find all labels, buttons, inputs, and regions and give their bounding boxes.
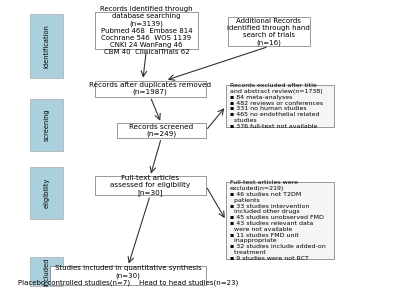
FancyBboxPatch shape	[228, 17, 310, 46]
FancyBboxPatch shape	[30, 167, 63, 219]
Text: Full-text articles were
excluded(n=219)
▪ 46 studies not T2DM
  patients
▪ 33 st: Full-text articles were excluded(n=219) …	[230, 181, 326, 261]
FancyBboxPatch shape	[226, 85, 334, 127]
Text: Records screened
(n=249): Records screened (n=249)	[129, 124, 194, 137]
Text: Full-text articles
assessed for eligibility
[n=30]: Full-text articles assessed for eligibil…	[110, 176, 190, 196]
FancyBboxPatch shape	[94, 80, 206, 97]
Text: identification: identification	[43, 25, 49, 68]
FancyBboxPatch shape	[226, 182, 334, 259]
Text: eligibility: eligibility	[43, 178, 49, 208]
FancyBboxPatch shape	[30, 257, 63, 286]
FancyBboxPatch shape	[117, 123, 206, 138]
Text: screening: screening	[43, 109, 49, 141]
Text: Additional Records
identified through hand
search of trials
(n=16): Additional Records identified through ha…	[228, 18, 310, 46]
FancyBboxPatch shape	[94, 12, 198, 49]
FancyBboxPatch shape	[94, 176, 206, 195]
FancyBboxPatch shape	[30, 14, 63, 78]
FancyBboxPatch shape	[30, 99, 63, 151]
Text: included: included	[43, 257, 49, 286]
Text: Records after duplicates removed
(n=1987): Records after duplicates removed (n=1987…	[89, 82, 211, 95]
FancyBboxPatch shape	[50, 266, 206, 285]
Text: Records excluded after title
and abstract review(n=1738)
▪ 84 meta-analyses
▪ 48: Records excluded after title and abstrac…	[230, 83, 323, 129]
Text: Studies included in quantitative synthesis
(n=30)
Placebo controlled studies(n=7: Studies included in quantitative synthes…	[18, 265, 238, 286]
Text: Records identified through
database searching
(n=3139)
Pubmed 468  Embase 814
Co: Records identified through database sear…	[100, 6, 193, 55]
